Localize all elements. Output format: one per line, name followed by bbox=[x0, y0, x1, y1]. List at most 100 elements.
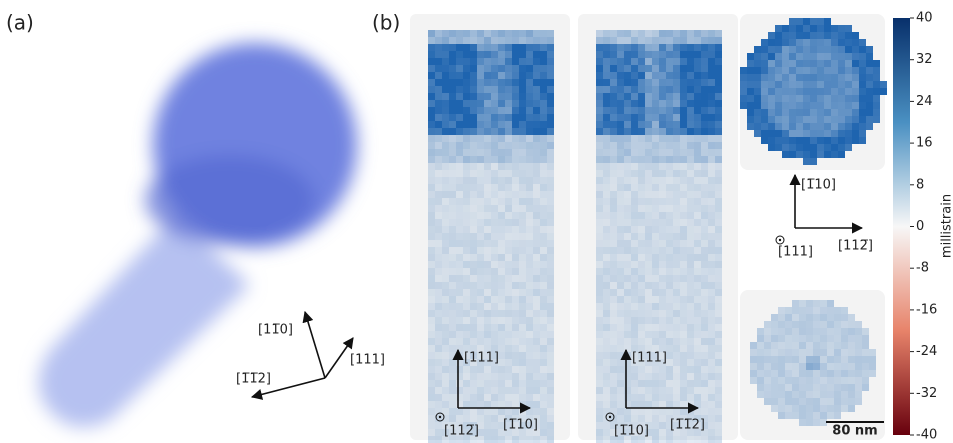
pixel bbox=[715, 100, 722, 107]
pixel bbox=[484, 310, 491, 317]
pixel bbox=[512, 233, 519, 240]
pixel bbox=[659, 436, 666, 443]
pixel bbox=[526, 135, 533, 142]
pixel bbox=[526, 114, 533, 121]
pixel bbox=[866, 102, 873, 109]
pixel bbox=[463, 37, 470, 44]
pixel bbox=[813, 335, 820, 342]
pixel bbox=[505, 86, 512, 93]
pixel bbox=[442, 275, 449, 282]
pixel bbox=[785, 398, 792, 405]
pixel bbox=[512, 72, 519, 79]
pixel bbox=[799, 384, 806, 391]
pixel bbox=[442, 352, 449, 359]
pixel bbox=[845, 39, 852, 46]
pixel bbox=[740, 81, 747, 88]
pixel bbox=[862, 356, 869, 363]
pixel bbox=[701, 58, 708, 65]
pixel bbox=[449, 282, 456, 289]
pixel bbox=[859, 53, 866, 60]
pixel bbox=[442, 177, 449, 184]
pixel bbox=[750, 342, 757, 349]
pixel bbox=[491, 429, 498, 436]
pixel bbox=[526, 226, 533, 233]
pixel bbox=[512, 184, 519, 191]
pixel bbox=[470, 324, 477, 331]
pixel bbox=[428, 212, 435, 219]
pixel bbox=[603, 338, 610, 345]
pixel bbox=[477, 114, 484, 121]
pixel bbox=[435, 303, 442, 310]
pixel bbox=[547, 268, 554, 275]
pixel bbox=[540, 394, 547, 401]
pixel bbox=[449, 401, 456, 408]
pixel bbox=[477, 191, 484, 198]
pixel bbox=[799, 342, 806, 349]
pixel bbox=[680, 436, 687, 443]
pixel bbox=[694, 345, 701, 352]
pixel bbox=[456, 296, 463, 303]
pixel bbox=[673, 163, 680, 170]
pixel bbox=[519, 37, 526, 44]
pixel bbox=[659, 170, 666, 177]
pixel bbox=[715, 177, 722, 184]
pixel bbox=[540, 163, 547, 170]
pixel bbox=[747, 95, 754, 102]
pixel bbox=[512, 254, 519, 261]
pixel bbox=[540, 58, 547, 65]
pixel bbox=[638, 226, 645, 233]
pixel bbox=[694, 324, 701, 331]
pixel bbox=[449, 142, 456, 149]
pixel bbox=[824, 95, 831, 102]
pixel bbox=[498, 338, 505, 345]
pixel bbox=[519, 366, 526, 373]
pixel bbox=[512, 135, 519, 142]
pixel bbox=[715, 345, 722, 352]
pixel bbox=[834, 391, 841, 398]
pixel bbox=[750, 363, 757, 370]
pixel bbox=[771, 377, 778, 384]
pixel bbox=[859, 60, 866, 67]
pixel bbox=[442, 170, 449, 177]
pixel bbox=[449, 191, 456, 198]
pixel bbox=[435, 345, 442, 352]
pixel bbox=[617, 156, 624, 163]
pixel bbox=[831, 81, 838, 88]
pixel bbox=[428, 128, 435, 135]
pixel bbox=[701, 233, 708, 240]
pixel bbox=[775, 144, 782, 151]
pixel bbox=[638, 114, 645, 121]
pixel bbox=[617, 345, 624, 352]
pixel bbox=[435, 352, 442, 359]
pixel bbox=[687, 156, 694, 163]
pixel bbox=[880, 81, 887, 88]
pixel bbox=[659, 401, 666, 408]
pixel bbox=[435, 338, 442, 345]
pixel bbox=[505, 261, 512, 268]
pixel bbox=[708, 233, 715, 240]
pixel bbox=[701, 163, 708, 170]
pixel bbox=[680, 226, 687, 233]
pixel bbox=[624, 380, 631, 387]
pixel bbox=[428, 282, 435, 289]
pixel bbox=[484, 37, 491, 44]
pixel bbox=[547, 205, 554, 212]
pixel bbox=[813, 384, 820, 391]
pixel bbox=[666, 114, 673, 121]
pixel bbox=[687, 254, 694, 261]
pixel bbox=[610, 310, 617, 317]
pixel bbox=[477, 135, 484, 142]
pixel bbox=[477, 79, 484, 86]
pixel bbox=[824, 67, 831, 74]
pixel bbox=[775, 60, 782, 67]
pixel bbox=[526, 289, 533, 296]
pixel bbox=[652, 310, 659, 317]
pixel bbox=[824, 60, 831, 67]
pixel bbox=[547, 128, 554, 135]
pixel bbox=[817, 130, 824, 137]
pixel bbox=[715, 359, 722, 366]
pixel bbox=[463, 247, 470, 254]
pixel bbox=[547, 121, 554, 128]
pixel bbox=[456, 233, 463, 240]
pixel bbox=[519, 65, 526, 72]
